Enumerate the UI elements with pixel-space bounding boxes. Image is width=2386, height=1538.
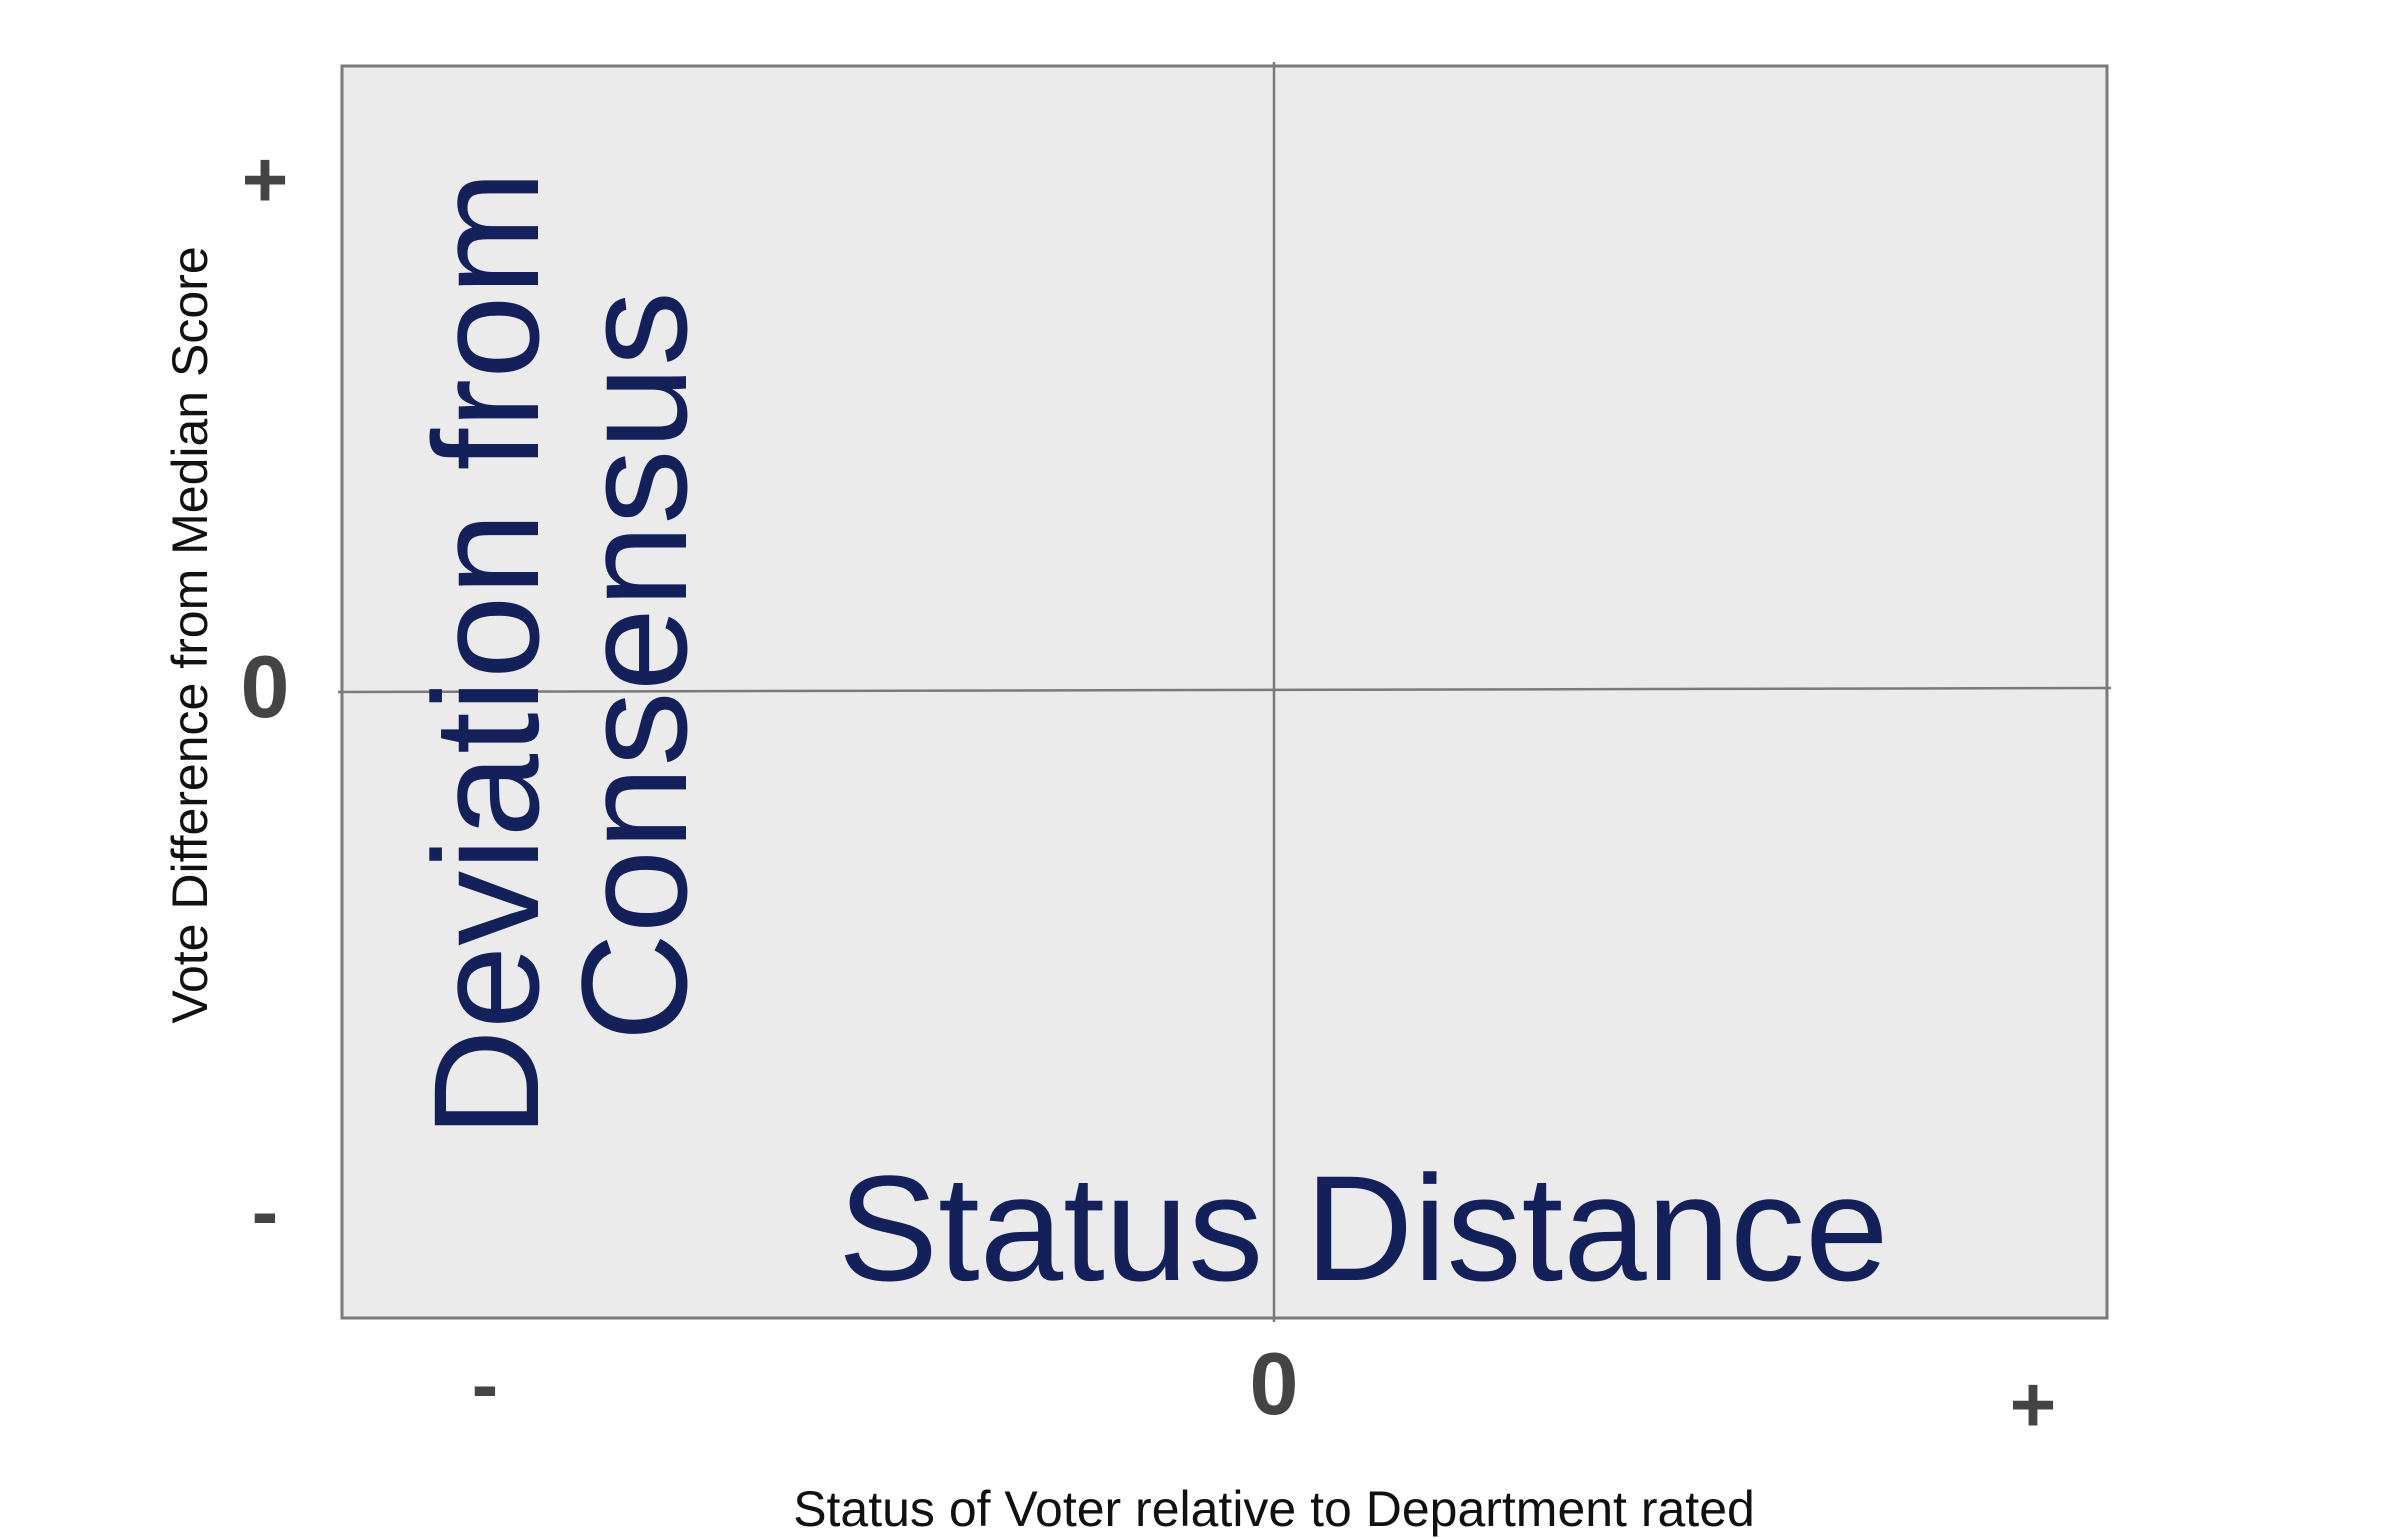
y-tick-minus: - [251, 1167, 279, 1256]
y-tick-zero: 0 [240, 637, 290, 736]
concept-vertical-line-1: Deviation from [402, 170, 570, 1138]
y-tick-plus: + [241, 135, 289, 224]
horizontal-axis-line [337, 686, 2112, 694]
x-tick-minus: - [471, 1340, 499, 1429]
concept-vertical-line-2: Consensus [550, 291, 718, 1042]
x-tick-zero: 0 [1249, 1334, 1299, 1433]
x-tick-plus: + [2009, 1360, 2057, 1449]
y-axis-label: Vote Difference from Median Score [162, 246, 218, 1024]
x-axis-label: Status of Voter relative to Department r… [793, 1481, 1755, 1537]
concept-status-distance: Status Distance [838, 1144, 1889, 1312]
concept-deviation-from-consensus: Deviation from Consensus [402, 170, 718, 1138]
